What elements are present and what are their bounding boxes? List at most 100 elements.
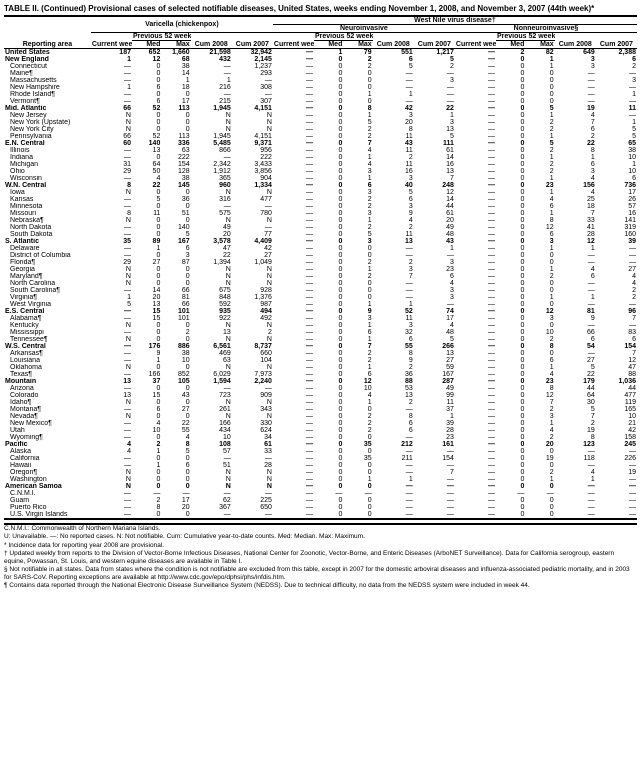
value-cell: 0 bbox=[525, 462, 554, 469]
value-cell: 154 bbox=[414, 455, 455, 462]
value-cell: 6 bbox=[596, 175, 637, 182]
value-cell: 4,409 bbox=[232, 238, 273, 245]
value-cell: 0 bbox=[525, 287, 554, 294]
value-cell: — bbox=[91, 175, 132, 182]
value-cell: 4 bbox=[596, 280, 637, 287]
value-cell: N bbox=[91, 217, 132, 224]
value-cell: 5 bbox=[161, 231, 190, 238]
value-cell: 1 bbox=[314, 49, 343, 57]
value-cell: — bbox=[314, 490, 343, 497]
value-cell: 51 bbox=[161, 210, 190, 217]
hdr-med3: Med bbox=[496, 41, 525, 49]
value-cell: N bbox=[232, 273, 273, 280]
value-cell: N bbox=[232, 413, 273, 420]
value-cell: 19 bbox=[555, 427, 596, 434]
value-cell: — bbox=[596, 252, 637, 259]
table-row: New England112684322,145—0265—0136 bbox=[4, 56, 637, 63]
value-cell: 54 bbox=[555, 343, 596, 350]
value-cell: 9 bbox=[343, 308, 372, 315]
value-cell: N bbox=[191, 322, 232, 329]
value-cell: 343 bbox=[232, 406, 273, 413]
value-cell: 0 bbox=[496, 266, 525, 273]
value-cell: 0 bbox=[314, 434, 343, 441]
value-cell: 365 bbox=[191, 175, 232, 182]
value-cell: — bbox=[596, 448, 637, 455]
value-cell: 0 bbox=[496, 105, 525, 112]
table-row: California—00———035211154—019118226 bbox=[4, 455, 637, 462]
value-cell: 592 bbox=[191, 301, 232, 308]
value-cell: — bbox=[555, 462, 596, 469]
value-cell: 3 bbox=[343, 168, 372, 175]
value-cell: 0 bbox=[314, 126, 343, 133]
value-cell: — bbox=[555, 98, 596, 105]
value-cell: 1 bbox=[525, 175, 554, 182]
value-cell: 30 bbox=[555, 399, 596, 406]
value-cell: 59 bbox=[414, 364, 455, 371]
value-cell: 6 bbox=[373, 427, 414, 434]
value-cell: — bbox=[91, 154, 132, 161]
value-cell: 8 bbox=[555, 434, 596, 441]
hdr-cur2: Current week bbox=[273, 33, 314, 49]
value-cell: 11 bbox=[414, 399, 455, 406]
value-cell: — bbox=[91, 231, 132, 238]
value-cell: 47 bbox=[191, 245, 232, 252]
value-cell: 20 bbox=[373, 119, 414, 126]
value-cell: 2,240 bbox=[232, 378, 273, 385]
table-row: Ohio29501281,9123,856—031613—02310 bbox=[4, 168, 637, 175]
value-cell: 3 bbox=[596, 77, 637, 84]
value-cell: — bbox=[455, 427, 496, 434]
value-cell: — bbox=[455, 224, 496, 231]
value-cell: 0 bbox=[496, 252, 525, 259]
value-cell: 4 bbox=[343, 392, 372, 399]
value-cell: 4 bbox=[91, 441, 132, 448]
value-cell: — bbox=[273, 133, 314, 140]
value-cell: — bbox=[91, 224, 132, 231]
value-cell: 52 bbox=[132, 133, 161, 140]
value-cell: 0 bbox=[496, 371, 525, 378]
value-cell: N bbox=[191, 273, 232, 280]
value-cell: 0 bbox=[496, 357, 525, 364]
value-cell: 0 bbox=[496, 273, 525, 280]
table-row: W.S. Central—1768866,5618,737—0755266—08… bbox=[4, 343, 637, 350]
value-cell: 36 bbox=[373, 371, 414, 378]
value-cell: — bbox=[91, 357, 132, 364]
value-cell: 1,394 bbox=[191, 259, 232, 266]
value-cell: 4 bbox=[596, 273, 637, 280]
value-cell: 1 bbox=[596, 161, 637, 168]
value-cell: 0 bbox=[496, 140, 525, 147]
value-cell: 13 bbox=[91, 378, 132, 385]
area-cell: District of Columbia bbox=[4, 252, 91, 259]
value-cell: 8 bbox=[91, 182, 132, 189]
value-cell: 89 bbox=[132, 238, 161, 245]
value-cell: 1,049 bbox=[232, 259, 273, 266]
value-cell: 0 bbox=[496, 217, 525, 224]
value-cell: 61 bbox=[232, 441, 273, 448]
value-cell: — bbox=[273, 350, 314, 357]
value-cell: 0 bbox=[314, 119, 343, 126]
value-cell: — bbox=[596, 476, 637, 483]
value-cell: 0 bbox=[161, 413, 190, 420]
value-cell: 3 bbox=[373, 112, 414, 119]
value-cell: 0 bbox=[496, 98, 525, 105]
value-cell: — bbox=[455, 448, 496, 455]
value-cell: 3 bbox=[373, 203, 414, 210]
value-cell: — bbox=[455, 161, 496, 168]
value-cell: 0 bbox=[496, 56, 525, 63]
value-cell: 0 bbox=[132, 266, 161, 273]
area-cell: North Carolina bbox=[4, 280, 91, 287]
hdr-cur1: Current week bbox=[91, 33, 132, 49]
value-cell: 12 bbox=[555, 238, 596, 245]
value-cell: — bbox=[525, 490, 554, 497]
value-cell: 0 bbox=[496, 511, 525, 519]
value-cell: — bbox=[273, 126, 314, 133]
value-cell: — bbox=[414, 504, 455, 511]
value-cell: — bbox=[555, 280, 596, 287]
area-cell: Oregon¶ bbox=[4, 469, 91, 476]
value-cell: 0 bbox=[161, 273, 190, 280]
value-cell: 12 bbox=[343, 378, 372, 385]
table-row: New JerseyN00NN—0131—014— bbox=[4, 112, 637, 119]
table-row: S. Atlantic35891673,5784,409—031343—0312… bbox=[4, 238, 637, 245]
value-cell: 38 bbox=[596, 147, 637, 154]
value-cell: 0 bbox=[314, 175, 343, 182]
value-cell: 2 bbox=[132, 441, 161, 448]
